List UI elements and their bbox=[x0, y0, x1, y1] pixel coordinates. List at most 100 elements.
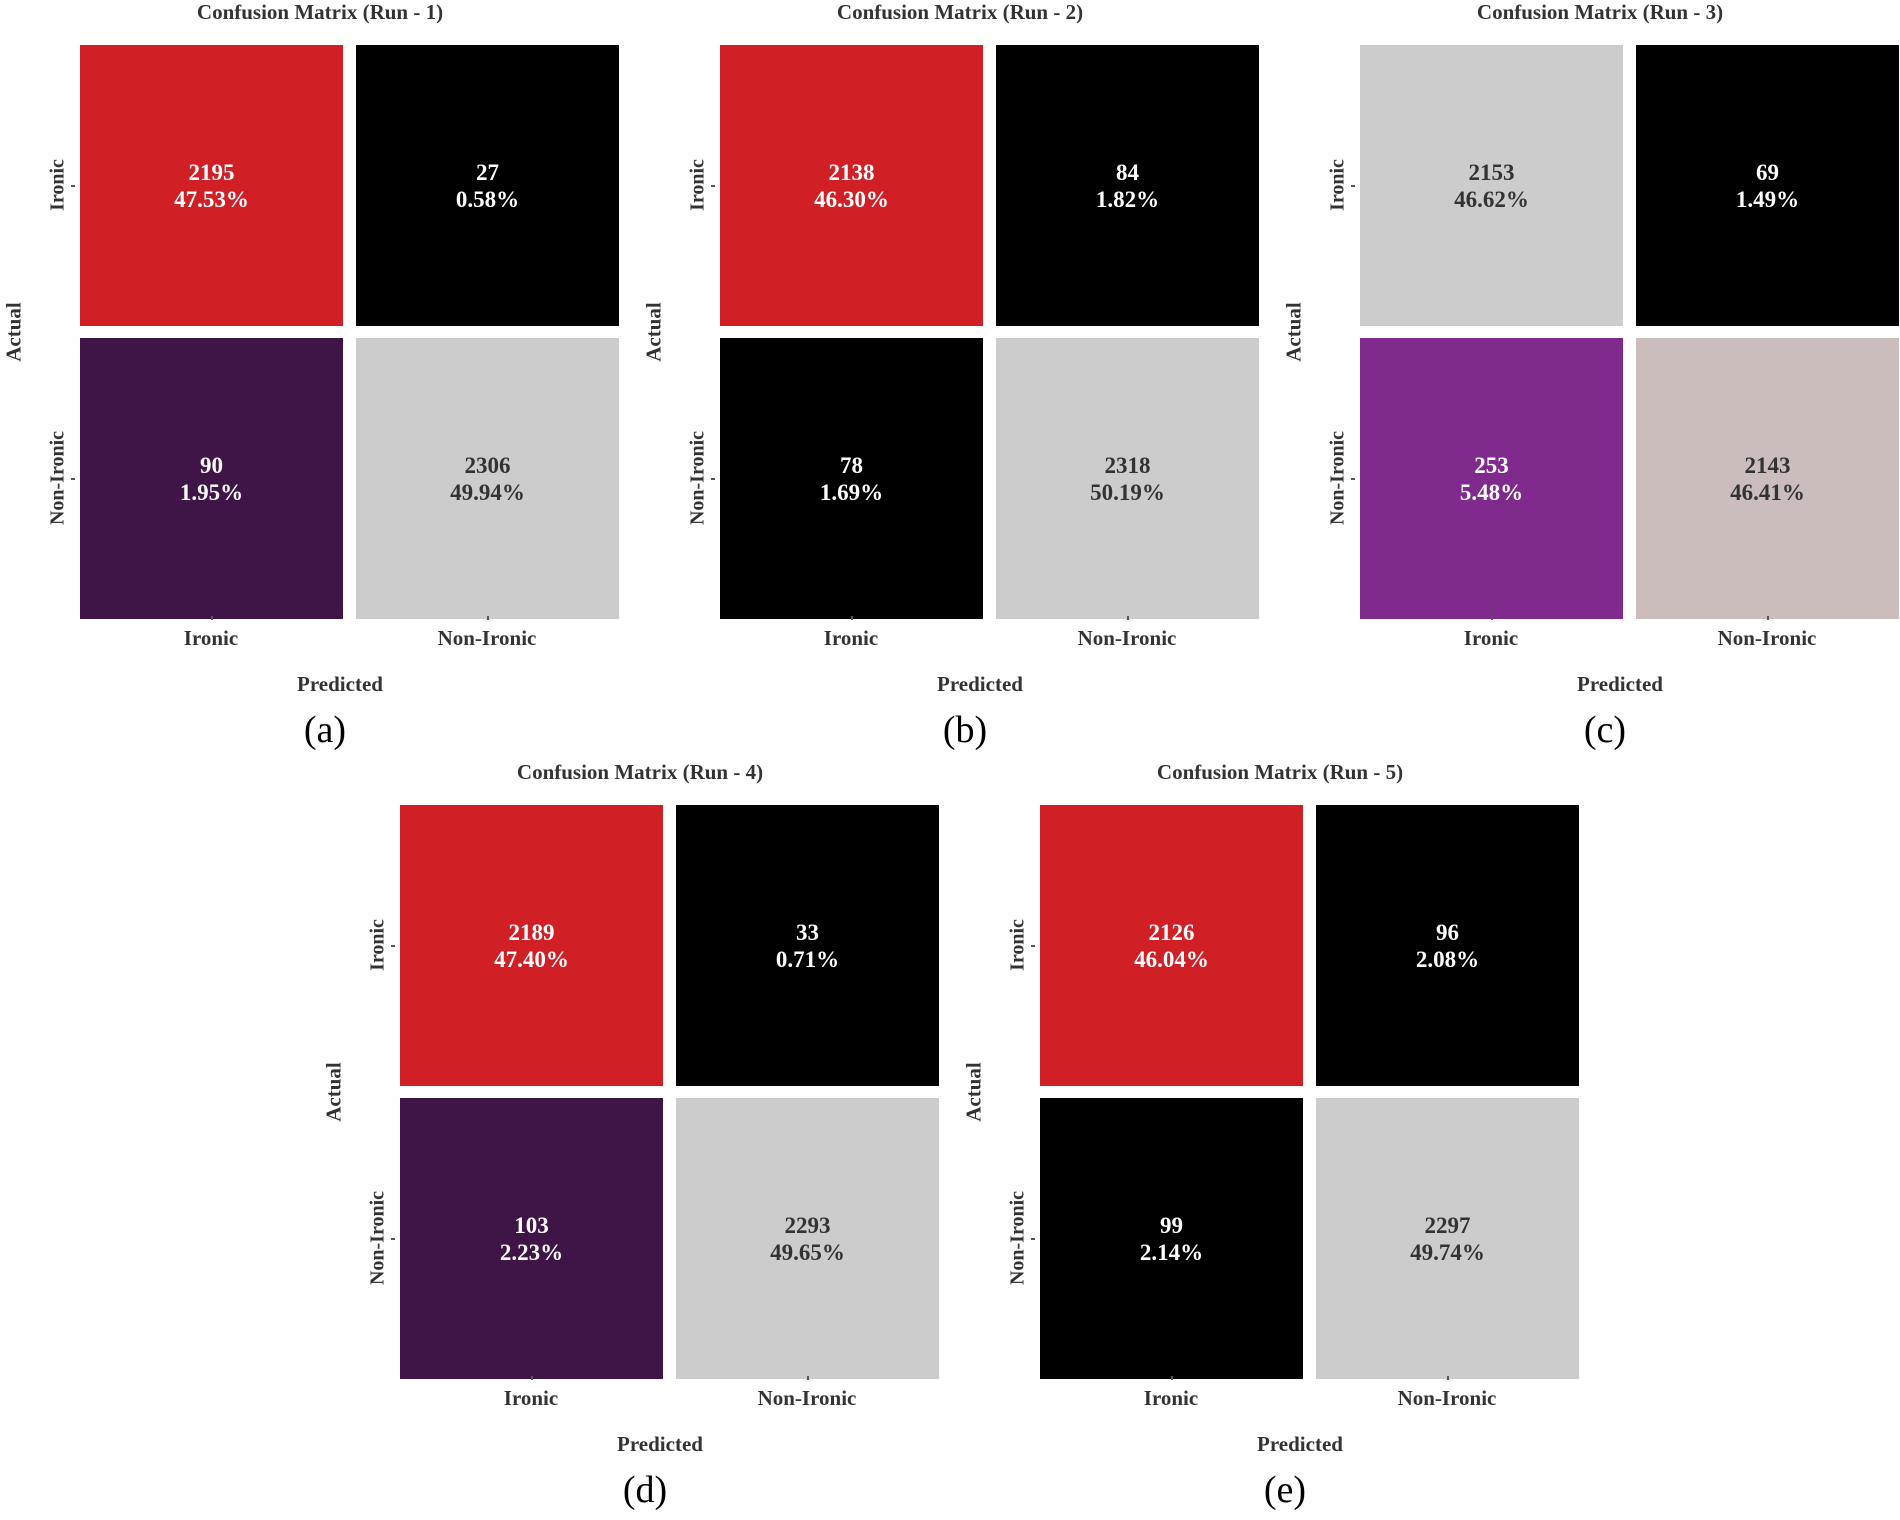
x-tick-label: Non-Ironic bbox=[757, 1386, 857, 1410]
heatmap-cell: 99 2.14% bbox=[1040, 1098, 1303, 1379]
cell-percentage: 2.23% bbox=[499, 1239, 564, 1265]
cell-percentage: 2.14% bbox=[1139, 1239, 1204, 1265]
heatmap-cell: 2306 49.94% bbox=[356, 338, 619, 619]
heatmap-cell: 2143 46.41% bbox=[1636, 338, 1899, 619]
panel-caption: (e) bbox=[1263, 1469, 1307, 1511]
y-tick-mark bbox=[711, 478, 715, 480]
x-tick-mark bbox=[1447, 1376, 1449, 1380]
cell-count: 2126 bbox=[1148, 919, 1195, 945]
cell-percentage: 49.65% bbox=[770, 1239, 845, 1265]
confusion-matrix-panel: Confusion Matrix (Run - 5) Actual Ironic No… bbox=[960, 760, 1600, 1520]
cell-label: 84 1.82% bbox=[996, 45, 1259, 326]
cell-count: 103 bbox=[514, 1212, 549, 1238]
cell-count: 253 bbox=[1474, 452, 1509, 478]
cell-count: 2153 bbox=[1468, 159, 1515, 185]
y-tick-label-text: Non-Ironic bbox=[1006, 1190, 1029, 1286]
cell-count: 2293 bbox=[784, 1212, 831, 1238]
cell-label: 2126 46.04% bbox=[1040, 805, 1303, 1086]
x-tick-mark bbox=[1767, 616, 1769, 620]
heatmap-cell: 78 1.69% bbox=[720, 338, 983, 619]
heatmap-cell: 2138 46.30% bbox=[720, 45, 983, 326]
cell-label: 27 0.58% bbox=[356, 45, 619, 326]
cell-label: 2297 49.74% bbox=[1316, 1098, 1579, 1379]
cell-percentage: 5.48% bbox=[1459, 479, 1524, 505]
panel-title: Confusion Matrix (Run - 5) bbox=[1156, 760, 1404, 784]
x-tick-mark bbox=[487, 616, 489, 620]
y-tick-label-text: Non-Ironic bbox=[686, 430, 709, 526]
heatmap-cell: 2189 47.40% bbox=[400, 805, 663, 1086]
cell-count: 2189 bbox=[508, 919, 555, 945]
y-tick-mark bbox=[71, 478, 75, 480]
x-axis-title: Predicted bbox=[1257, 1432, 1343, 1456]
panel-caption: (b) bbox=[942, 709, 988, 751]
x-tick-mark bbox=[1171, 1376, 1173, 1380]
y-axis-title-text: Actual bbox=[641, 302, 666, 362]
y-tick-label-text: Ironic bbox=[1326, 159, 1349, 211]
panel-title: Confusion Matrix (Run - 1) bbox=[196, 0, 444, 24]
y-axis-title-text: Actual bbox=[321, 1062, 346, 1122]
y-tick-mark bbox=[1351, 478, 1355, 480]
cell-percentage: 49.94% bbox=[450, 479, 525, 505]
confusion-matrix-panel: Confusion Matrix (Run - 4) Actual Ironic No… bbox=[320, 760, 960, 1520]
cell-percentage: 47.53% bbox=[174, 186, 249, 212]
x-axis-title: Predicted bbox=[1577, 672, 1663, 696]
cell-label: 2143 46.41% bbox=[1636, 338, 1899, 619]
cell-percentage: 1.69% bbox=[819, 479, 884, 505]
heatmap-cell: 90 1.95% bbox=[80, 338, 343, 619]
y-tick-mark bbox=[71, 185, 75, 187]
heatmap-cell: 2297 49.74% bbox=[1316, 1098, 1579, 1379]
confusion-matrix-panel: Confusion Matrix (Run - 1) Actual Ironic No… bbox=[0, 0, 640, 760]
y-tick-mark bbox=[711, 185, 715, 187]
y-tick-label-text: Non-Ironic bbox=[46, 430, 69, 526]
y-tick-mark bbox=[391, 945, 395, 947]
x-tick-mark bbox=[807, 1376, 809, 1380]
cell-label: 103 2.23% bbox=[400, 1098, 663, 1379]
y-axis-title-text: Actual bbox=[1, 302, 26, 362]
cell-label: 2153 46.62% bbox=[1360, 45, 1623, 326]
cell-percentage: 49.74% bbox=[1410, 1239, 1485, 1265]
cell-label: 2306 49.94% bbox=[356, 338, 619, 619]
y-axis-title-text: Actual bbox=[1281, 302, 1306, 362]
cell-label: 2293 49.65% bbox=[676, 1098, 939, 1379]
x-axis-title: Predicted bbox=[297, 672, 383, 696]
heatmap-cell: 33 0.71% bbox=[676, 805, 939, 1086]
x-tick-label: Ironic bbox=[823, 626, 879, 650]
heatmap-cell: 2153 46.62% bbox=[1360, 45, 1623, 326]
y-tick-mark bbox=[1351, 185, 1355, 187]
panel-caption: (d) bbox=[622, 1469, 668, 1511]
x-tick-label: Non-Ironic bbox=[1397, 1386, 1497, 1410]
cell-label: 2318 50.19% bbox=[996, 338, 1259, 619]
cell-count: 33 bbox=[796, 919, 819, 945]
heatmap-cell: 96 2.08% bbox=[1316, 805, 1579, 1086]
cell-count: 78 bbox=[840, 452, 863, 478]
cell-percentage: 0.58% bbox=[455, 186, 520, 212]
x-tick-label: Ironic bbox=[1463, 626, 1519, 650]
x-tick-mark bbox=[851, 616, 853, 620]
x-tick-mark bbox=[1491, 616, 1493, 620]
x-tick-label: Non-Ironic bbox=[437, 626, 537, 650]
cell-count: 2138 bbox=[828, 159, 875, 185]
panel-title: Confusion Matrix (Run - 4) bbox=[516, 760, 764, 784]
heatmap-cell: 2195 47.53% bbox=[80, 45, 343, 326]
cell-label: 253 5.48% bbox=[1360, 338, 1623, 619]
confusion-matrix-panel: Confusion Matrix (Run - 2) Actual Ironic No… bbox=[640, 0, 1280, 760]
x-tick-label: Non-Ironic bbox=[1717, 626, 1817, 650]
x-tick-mark bbox=[211, 616, 213, 620]
cell-percentage: 1.49% bbox=[1735, 186, 1800, 212]
cell-percentage: 2.08% bbox=[1415, 946, 1480, 972]
y-tick-label-text: Non-Ironic bbox=[366, 1190, 389, 1286]
cell-count: 2297 bbox=[1424, 1212, 1471, 1238]
heatmap-cell: 253 5.48% bbox=[1360, 338, 1623, 619]
x-tick-label: Ironic bbox=[1143, 1386, 1199, 1410]
cell-percentage: 0.71% bbox=[775, 946, 840, 972]
cell-label: 99 2.14% bbox=[1040, 1098, 1303, 1379]
cell-count: 2318 bbox=[1104, 452, 1151, 478]
x-tick-label: Ironic bbox=[503, 1386, 559, 1410]
heatmap-cell: 103 2.23% bbox=[400, 1098, 663, 1379]
x-tick-label: Ironic bbox=[183, 626, 239, 650]
cell-percentage: 46.41% bbox=[1730, 479, 1805, 505]
cell-label: 69 1.49% bbox=[1636, 45, 1899, 326]
y-tick-label-text: Ironic bbox=[1006, 919, 1029, 971]
cell-percentage: 50.19% bbox=[1090, 479, 1165, 505]
cell-percentage: 1.82% bbox=[1095, 186, 1160, 212]
